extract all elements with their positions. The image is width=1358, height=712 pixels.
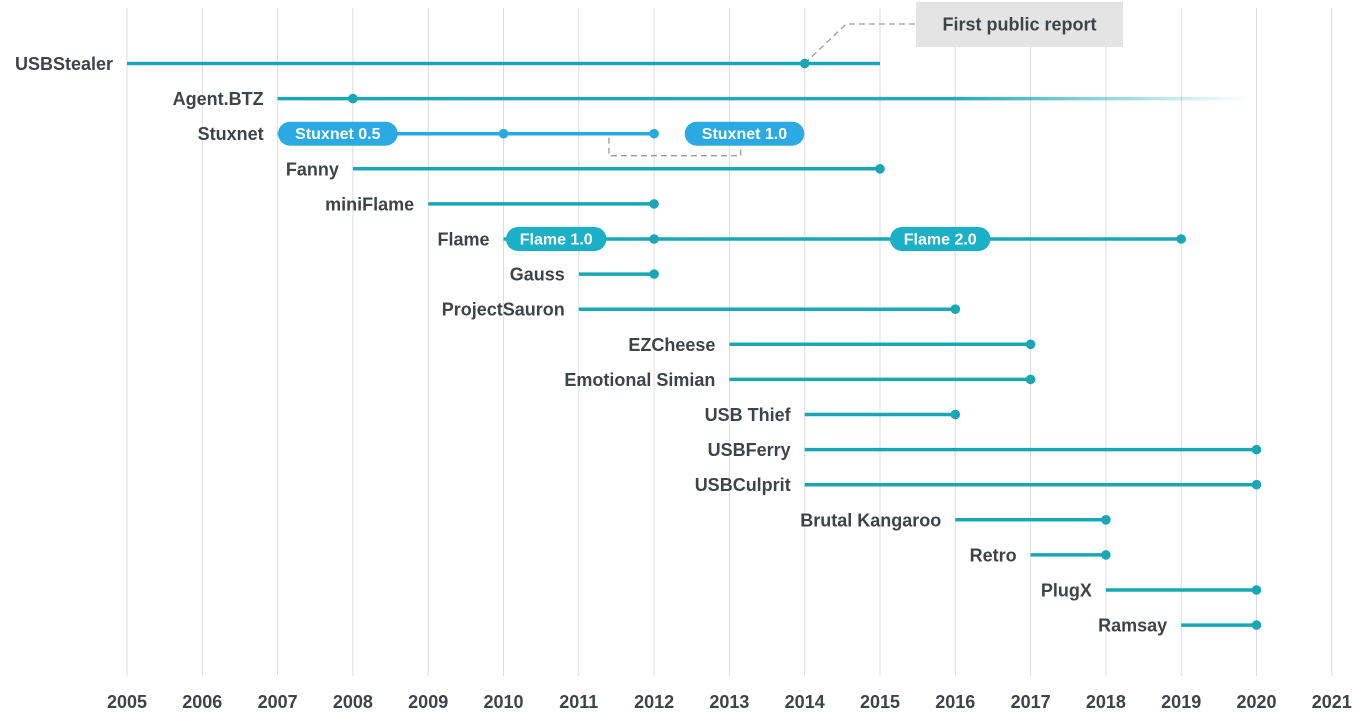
series-label-flame: Flame [437,230,489,250]
tick-label-2011: 2011 [559,692,598,712]
series-label-agent-btz: Agent.BTZ [173,89,264,109]
marker-usbculprit-2020 [1251,479,1262,490]
tick-label-2012: 2012 [634,692,674,712]
marker-projectsauron-2016 [950,304,961,315]
tick-label-2019: 2019 [1161,692,1201,712]
series-label-usb-thief: USB Thief [705,405,792,425]
marker-usbferry-2020 [1251,444,1262,455]
stuxnet-version-bracket [608,137,742,157]
tick-label-2015: 2015 [860,692,900,712]
marker-ramsay-2020 [1251,620,1262,630]
annotation-layer: First public report [804,2,1123,64]
series-label-stuxnet: Stuxnet [198,124,264,144]
series-label-gauss: Gauss [510,265,565,285]
tick-label-2016: 2016 [935,692,975,712]
version-pill-stuxnet-1-0 [684,121,805,146]
version-pill-label-stuxnet-1-0: Stuxnet 1.0 [702,126,787,143]
marker-emotional-simian-2017 [1025,374,1036,385]
marker-agent-btz-2008 [348,93,358,104]
marker-stuxnet-2010 [498,128,509,139]
timeline-bars: Stuxnet 0.5 Stuxnet 1.0 Flame 1.0 Flame 2.0 [127,58,1262,630]
annotation-text: First public report [942,15,1096,35]
annotation-box [916,2,1123,47]
version-pill-label-stuxnet-0-5: Stuxnet 0.5 [295,126,380,143]
tick-label-2018: 2018 [1086,692,1126,712]
version-pill-label-flame-1-0: Flame 1.0 [520,232,593,249]
version-pill-stuxnet-0-5 [278,121,398,146]
tick-label-2017: 2017 [1011,692,1051,712]
series-label-plugx: PlugX [1041,581,1092,601]
series-label-usbferry: USBFerry [708,440,791,460]
tick-label-2007: 2007 [258,692,298,712]
series-label-ezcheese: EZCheese [628,335,715,355]
series-label-usbculprit: USBCulprit [695,475,791,495]
series-labels: USBStealer Agent.BTZ Stuxnet Fanny miniFlame… [15,54,1167,636]
tick-label-2014: 2014 [785,692,825,712]
marker-plugx-2020 [1251,585,1262,595]
series-label-projectsauron: ProjectSauron [442,300,565,320]
tick-label-2005: 2005 [107,692,147,712]
series-label-fanny: Fanny [286,159,339,179]
marker-fanny-2015 [875,164,885,174]
marker-stuxnet-2012 [649,128,659,139]
tick-label-2008: 2008 [333,692,373,712]
tick-label-2013: 2013 [709,692,749,712]
marker-usbstealer-2014 [799,58,810,69]
marker-miniflame-2012 [649,199,659,209]
version-pill-flame-1-0 [506,227,607,251]
series-label-miniflame: miniFlame [325,194,414,214]
series-label-usbstealer: USBStealer [15,54,113,74]
marker-usb-thief-2016 [950,409,961,420]
x-axis-ticks: 2005 2006 2007 2008 2009 2010 2011 2012 2013 2014… [107,692,1352,712]
marker-flame-2012 [649,234,659,244]
gridlines [126,8,1333,676]
tick-label-2006: 2006 [182,692,222,712]
version-pill-flame-2-0 [890,227,991,251]
series-label-emotional-simian: Emotional Simian [564,370,715,390]
tick-label-2021: 2021 [1312,692,1352,712]
marker-flame-2019 [1176,234,1186,244]
marker-gauss-2012 [649,269,659,279]
marker-brutal-kangaroo-2018 [1101,515,1111,525]
series-label-ramsay: Ramsay [1098,616,1167,636]
marker-ezcheese-2017 [1025,339,1036,350]
series-label-retro: Retro [970,545,1017,565]
series-label-brutal-kangaroo: Brutal Kangaroo [800,510,941,530]
tick-label-2009: 2009 [408,692,448,712]
marker-retro-2018 [1101,550,1111,560]
annotation-leader-line [804,23,916,64]
version-pill-label-flame-2-0: Flame 2.0 [904,232,977,249]
tick-label-2020: 2020 [1236,692,1276,712]
tick-label-2010: 2010 [483,692,523,712]
